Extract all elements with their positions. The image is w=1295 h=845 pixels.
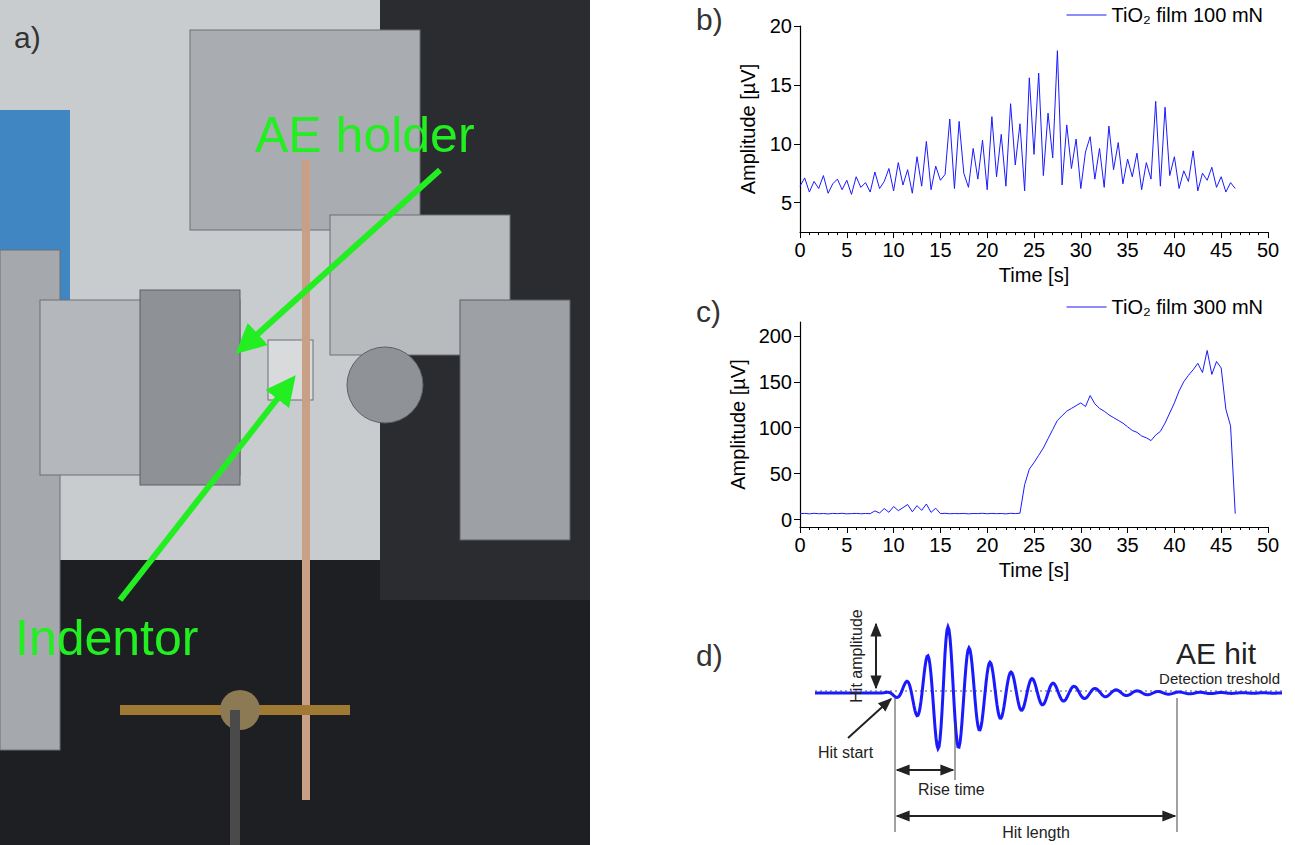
svg-text:Rise time: Rise time xyxy=(918,781,985,798)
svg-text:c): c) xyxy=(696,295,721,328)
svg-text:25: 25 xyxy=(1023,534,1045,556)
svg-text:Time [s]: Time [s] xyxy=(999,264,1069,286)
svg-text:40: 40 xyxy=(1163,534,1185,556)
svg-text:25: 25 xyxy=(1023,239,1045,261)
svg-text:35: 35 xyxy=(1116,534,1138,556)
svg-text:20: 20 xyxy=(976,239,998,261)
svg-text:d): d) xyxy=(696,639,723,672)
svg-text:Amplitude [µV]: Amplitude [µV] xyxy=(737,64,759,194)
svg-text:35: 35 xyxy=(1116,239,1138,261)
svg-text:TiO₂ film 100 mN: TiO₂ film 100 mN xyxy=(1112,4,1263,26)
svg-text:200: 200 xyxy=(759,325,792,347)
svg-text:20: 20 xyxy=(976,534,998,556)
svg-text:Detection treshold: Detection treshold xyxy=(1159,670,1280,687)
svg-text:Hit start: Hit start xyxy=(818,744,874,761)
svg-text:40: 40 xyxy=(1163,239,1185,261)
svg-text:10: 10 xyxy=(882,534,904,556)
svg-text:50: 50 xyxy=(1257,534,1279,556)
svg-text:45: 45 xyxy=(1210,239,1232,261)
svg-text:5: 5 xyxy=(841,239,852,261)
svg-text:30: 30 xyxy=(1070,534,1092,556)
svg-text:100: 100 xyxy=(759,417,792,439)
svg-text:10: 10 xyxy=(882,239,904,261)
svg-text:15: 15 xyxy=(929,534,951,556)
svg-text:50: 50 xyxy=(1257,239,1279,261)
svg-text:5: 5 xyxy=(841,534,852,556)
svg-text:AE hit: AE hit xyxy=(1176,637,1257,670)
svg-text:0: 0 xyxy=(794,534,805,556)
svg-text:15: 15 xyxy=(770,74,792,96)
svg-text:Indentor: Indentor xyxy=(15,610,198,666)
svg-text:0: 0 xyxy=(781,509,792,531)
svg-text:20: 20 xyxy=(770,15,792,37)
svg-text:Hit amplitude: Hit amplitude xyxy=(848,609,865,702)
svg-text:TiO₂ film 300 mN: TiO₂ film 300 mN xyxy=(1112,296,1263,318)
svg-text:Amplitude [µV]: Amplitude [µV] xyxy=(727,359,749,489)
svg-text:a): a) xyxy=(14,21,41,54)
svg-text:150: 150 xyxy=(759,371,792,393)
svg-text:Time [s]: Time [s] xyxy=(999,559,1069,581)
svg-text:5: 5 xyxy=(781,192,792,214)
svg-text:10: 10 xyxy=(770,133,792,155)
svg-text:AE holder: AE holder xyxy=(255,107,475,163)
svg-text:45: 45 xyxy=(1210,534,1232,556)
svg-text:15: 15 xyxy=(929,239,951,261)
svg-text:50: 50 xyxy=(770,463,792,485)
svg-text:30: 30 xyxy=(1070,239,1092,261)
svg-text:b): b) xyxy=(696,3,723,36)
svg-text:Hit length: Hit length xyxy=(1002,824,1070,841)
svg-text:0: 0 xyxy=(794,239,805,261)
